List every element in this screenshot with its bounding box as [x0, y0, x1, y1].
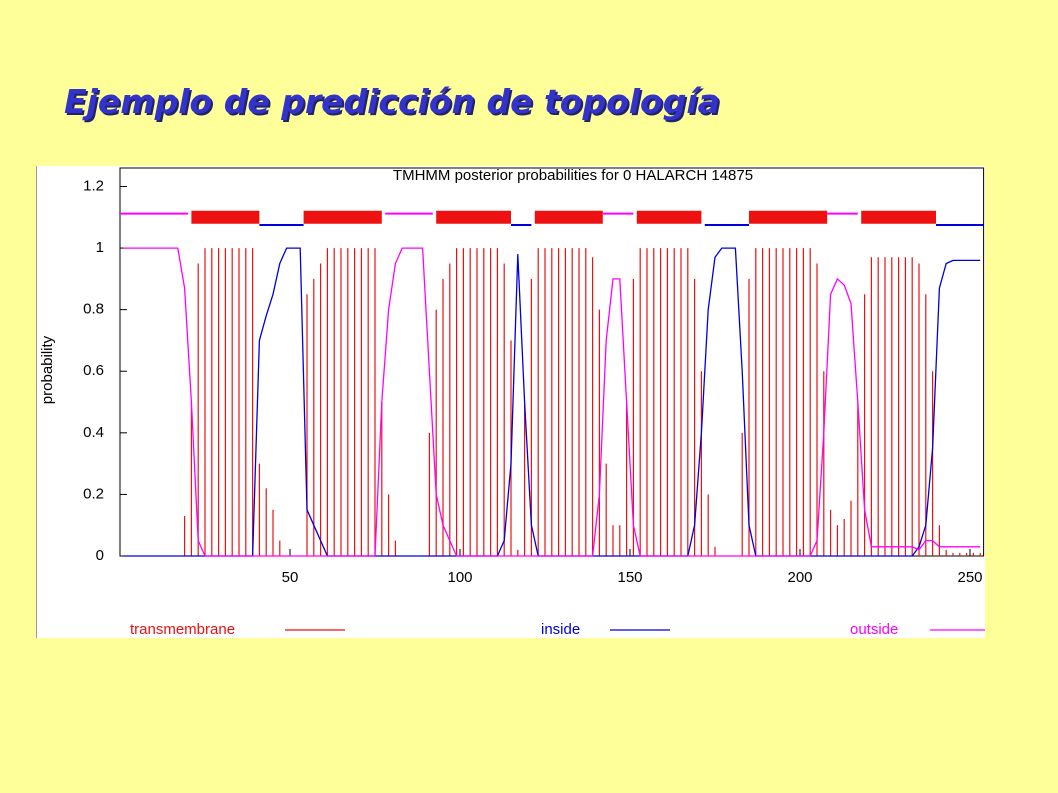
x-tick-label: 250	[957, 569, 982, 586]
y-axis-label: probability	[39, 335, 56, 404]
legend-label: inside	[541, 621, 580, 638]
y-tick-label: 0	[96, 547, 104, 564]
x-tick-label: 100	[447, 569, 472, 586]
x-tick-label: 50	[282, 569, 299, 586]
legend-label: transmembrane	[130, 621, 235, 638]
y-tick-label: 0.6	[83, 362, 104, 379]
y-tick-label: 0.8	[83, 301, 104, 318]
slide-title: Ejemplo de predicción de topología	[64, 82, 720, 121]
probability-line	[123, 247, 981, 557]
legend-label: outside	[850, 621, 898, 638]
y-tick-label: 0.4	[83, 424, 104, 441]
y-tick-label: 1	[96, 239, 104, 256]
chart: TMHMM posterior probabilities for 0 HALA…	[36, 166, 985, 638]
x-tick-label: 200	[787, 569, 812, 586]
y-tick-label: 1.2	[83, 177, 104, 194]
x-tick-label: 150	[617, 569, 642, 586]
y-tick-label: 0.2	[83, 485, 104, 502]
chart-title: TMHMM posterior probabilities for 0 HALA…	[393, 167, 753, 184]
